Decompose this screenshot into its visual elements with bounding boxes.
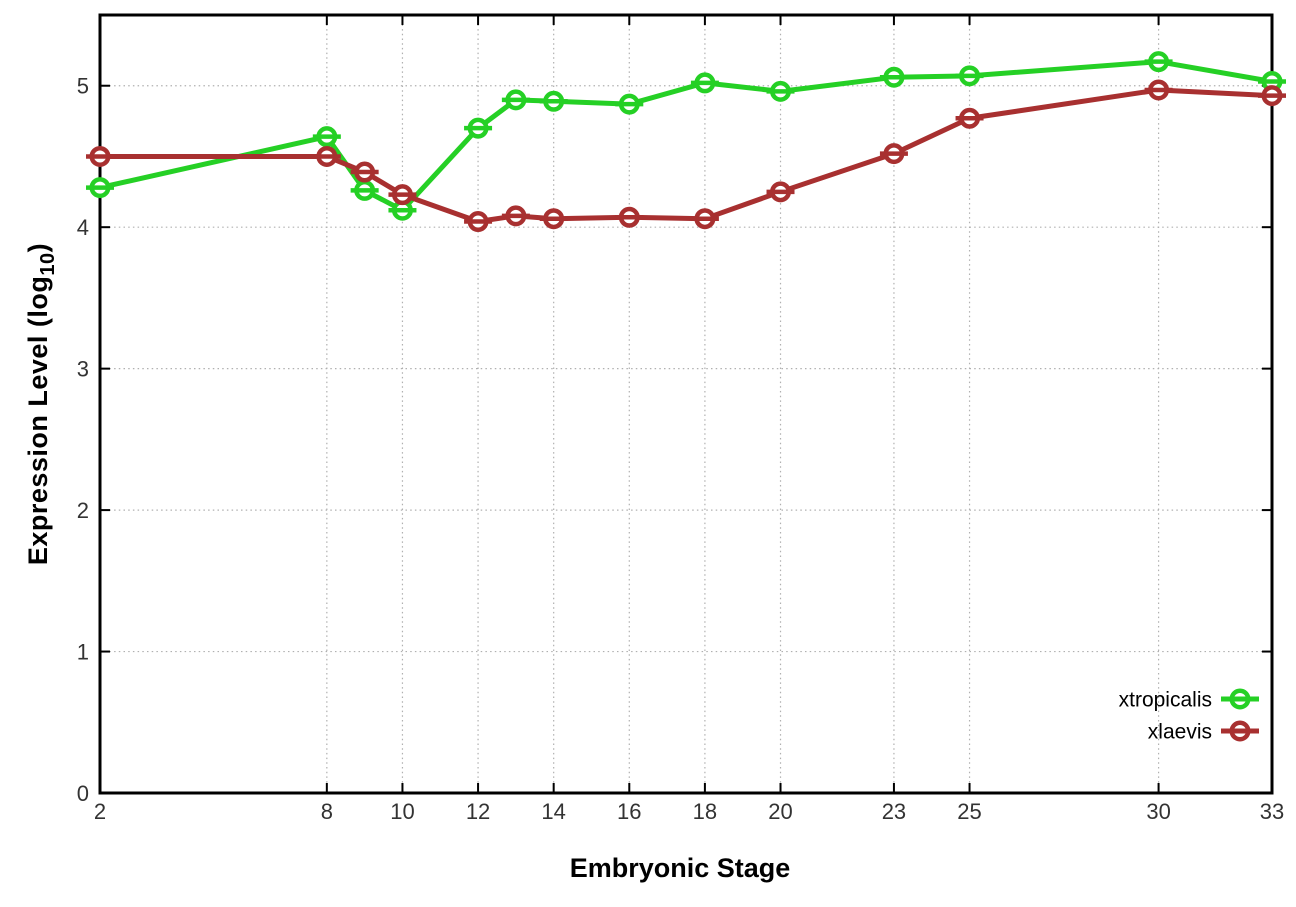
y-tick-label: 5 xyxy=(77,74,89,99)
y-tick-label: 0 xyxy=(77,781,89,806)
y-axis-title-base: Expression Level (log xyxy=(23,276,53,566)
plot-border xyxy=(98,13,1274,795)
y-axis-title-close: ) xyxy=(23,243,53,253)
legend-marker-xtropicalis xyxy=(1229,688,1251,710)
x-tick-label: 12 xyxy=(466,799,490,824)
plot-background xyxy=(100,15,1272,793)
x-tick-label: 30 xyxy=(1146,799,1170,824)
x-tick-label: 20 xyxy=(768,799,792,824)
x-tick-label: 25 xyxy=(957,799,981,824)
series-xtropicalis xyxy=(86,51,1286,221)
legend-label-xlaevis: xlaevis xyxy=(1148,721,1212,744)
legend-marker-xlaevis xyxy=(1229,720,1251,742)
y-axis-title-subscript: 10 xyxy=(37,252,59,275)
y-tick-label: 4 xyxy=(77,215,89,240)
y-tick-label: 3 xyxy=(77,357,89,382)
x-tick-label: 2 xyxy=(94,799,106,824)
x-tick-label: 33 xyxy=(1260,799,1284,824)
x-tick-label: 10 xyxy=(390,799,414,824)
legend-label-xtropicalis: xtropicalis xyxy=(1119,689,1212,712)
series-xlaevis xyxy=(86,79,1286,233)
y-tick-label: 2 xyxy=(77,498,89,523)
x-axis-title: Embryonic Stage xyxy=(570,853,791,883)
legend: xtropicalis xlaevis xyxy=(1119,688,1259,744)
x-tick-label: 14 xyxy=(541,799,565,824)
x-tick-label: 16 xyxy=(617,799,641,824)
x-tick-label: 8 xyxy=(321,799,333,824)
x-tick-label: 23 xyxy=(882,799,906,824)
x-tick-label: 18 xyxy=(693,799,717,824)
y-tick-label: 1 xyxy=(77,640,89,665)
y-axis-title: Expression Level (log10) xyxy=(23,243,59,565)
